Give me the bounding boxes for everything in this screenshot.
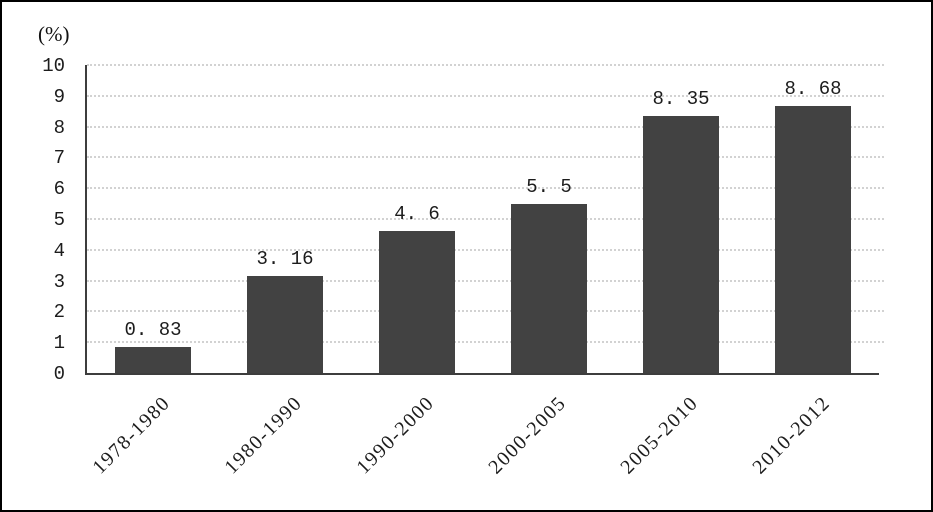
x-category-label: 2000-2005 [484,392,571,479]
gridline [87,94,884,97]
bar-value-label: 5. 5 [526,175,572,198]
bar-value-label: 4. 6 [394,203,440,226]
y-tick-label: 8 [53,116,65,139]
x-category-label: 1990-2000 [352,392,439,479]
y-tick-label: 10 [42,55,65,77]
x-category-label: 1978-1980 [88,392,175,479]
y-tick-label: 0 [53,363,65,385]
bar [247,275,323,373]
y-tick-label: 2 [53,301,65,324]
bar-value-label: 3. 16 [256,247,314,270]
y-tick-label: 6 [53,178,65,201]
y-axis [85,65,87,375]
x-category-label: 2010-2012 [748,392,835,479]
y-axis-unit-label: (%) [38,22,70,46]
y-tick-label: 7 [53,147,65,170]
y-tick-label: 3 [53,270,65,293]
bar [775,105,851,373]
bar-value-label: 0. 83 [124,319,182,342]
y-tick-label: 1 [53,332,65,355]
bar-value-label: 8. 35 [652,87,710,110]
x-axis [85,373,879,375]
y-tick-label: 5 [53,209,65,231]
gridline [87,310,884,313]
bar [115,347,191,373]
bar [643,115,719,373]
gridline [87,125,884,128]
gridline [87,341,884,344]
gridline [87,156,884,159]
gridline [87,64,884,66]
bar [511,203,587,373]
bar-value-label: 8. 68 [784,77,842,100]
gridline [87,218,884,220]
gridline [87,248,884,251]
gridline [87,187,884,190]
gridline [87,279,884,282]
bar [379,231,455,373]
x-category-label: 2005-2010 [616,392,703,479]
x-category-label: 1980-1990 [220,392,307,479]
y-tick-label: 4 [53,239,65,262]
y-tick-label: 9 [53,85,65,108]
